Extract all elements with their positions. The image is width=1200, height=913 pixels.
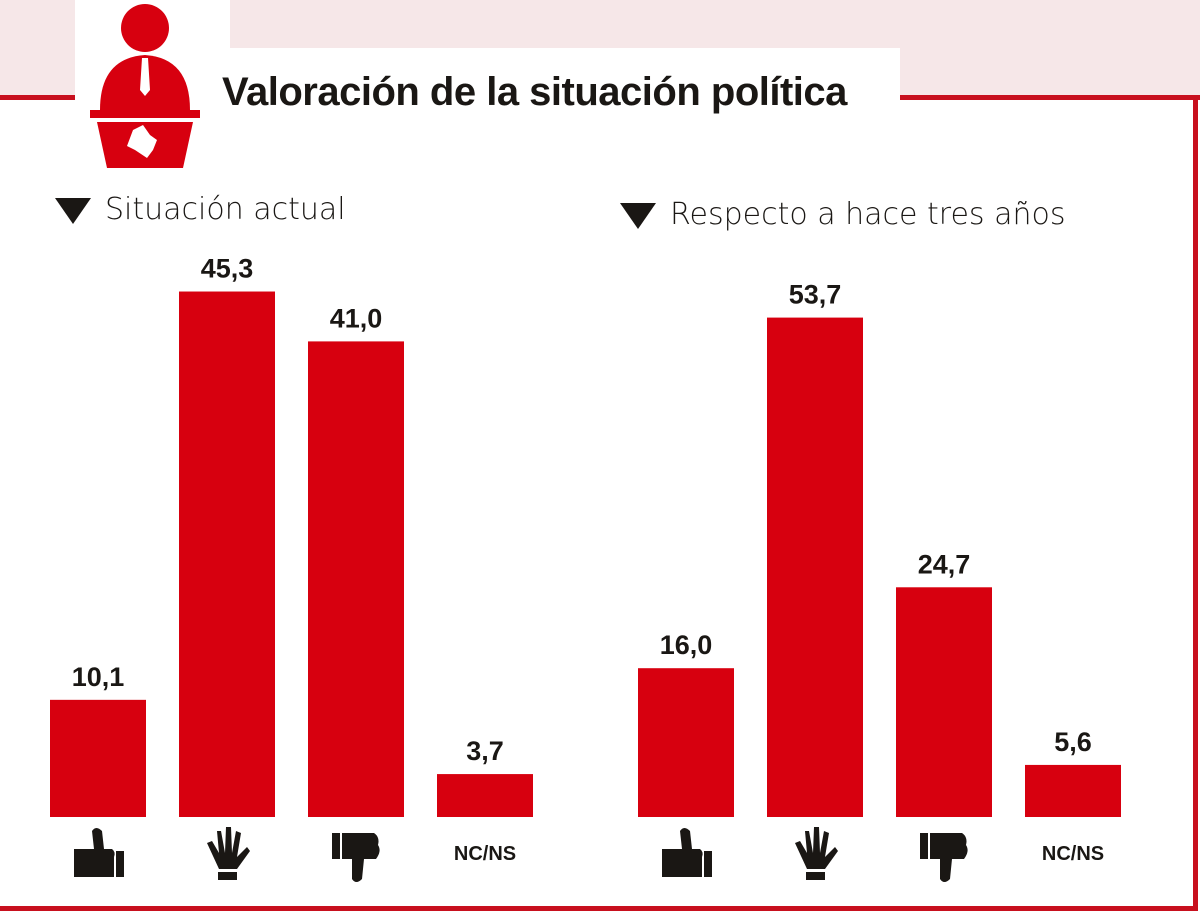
data-label: 45,3: [201, 254, 254, 284]
waving-hand-icon: [207, 827, 250, 880]
bar: [50, 699, 146, 817]
thumbs-down-icon: [920, 833, 968, 882]
bar: [308, 341, 404, 817]
data-label: 41,0: [330, 303, 383, 333]
data-label: 24,7: [918, 549, 971, 579]
bar: [437, 774, 533, 817]
right-rule: [1193, 95, 1198, 910]
bar: [638, 668, 734, 817]
page-title: Valoración de la situación política: [222, 70, 847, 114]
bottom-rule: [0, 906, 1198, 911]
subtitle-current: Situación actual: [55, 192, 346, 227]
bar: [767, 317, 863, 817]
data-label: 53,7: [789, 280, 842, 310]
triangle-down-icon: [55, 197, 91, 224]
bar: [896, 587, 992, 817]
triangle-down-icon: [620, 202, 656, 229]
subtitle-text: Respecto a hace tres años: [670, 197, 1066, 232]
subtitle-text: Situación actual: [105, 192, 346, 227]
thumbs-up-icon: [662, 828, 712, 877]
icon-box: [75, 0, 230, 175]
speaker-at-podium-icon: [90, 4, 200, 168]
data-label: 3,7: [466, 736, 504, 766]
bar: [179, 291, 275, 817]
data-label: 16,0: [660, 630, 713, 660]
category-label: NC/NS: [454, 843, 516, 865]
data-label: 5,6: [1054, 727, 1092, 757]
subtitle-three-years: Respecto a hace tres años: [620, 197, 1065, 232]
waving-hand-icon: [795, 827, 838, 880]
data-label: 10,1: [72, 662, 125, 692]
category-label: NC/NS: [1042, 843, 1104, 865]
thumbs-down-icon: [332, 833, 380, 882]
thumbs-up-icon: [74, 828, 124, 877]
bar: [1025, 764, 1121, 817]
